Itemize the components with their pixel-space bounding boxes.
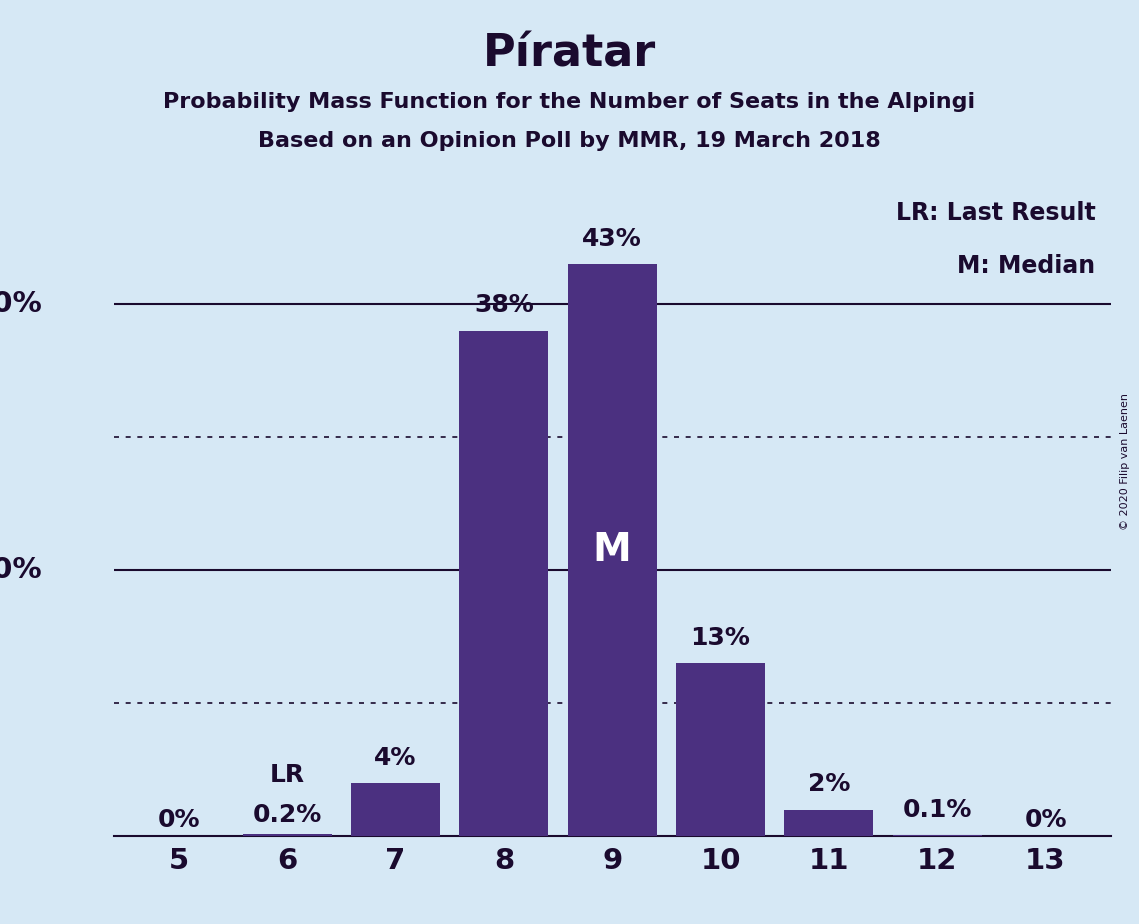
Text: 40%: 40%	[0, 290, 42, 318]
Bar	[459, 331, 548, 836]
Text: 0.2%: 0.2%	[253, 803, 322, 827]
Bar	[677, 663, 765, 836]
Text: Based on an Opinion Poll by MMR, 19 March 2018: Based on an Opinion Poll by MMR, 19 Marc…	[259, 131, 880, 152]
Text: 13%: 13%	[690, 626, 751, 650]
Text: M: Median: M: Median	[958, 254, 1096, 278]
Bar	[568, 264, 656, 836]
Text: 0%: 0%	[157, 808, 200, 833]
Text: © 2020 Filip van Laenen: © 2020 Filip van Laenen	[1120, 394, 1130, 530]
Text: 43%: 43%	[582, 226, 642, 250]
Text: M: M	[592, 531, 632, 569]
Text: 4%: 4%	[375, 746, 417, 770]
Bar	[351, 783, 440, 836]
Text: 0%: 0%	[1024, 808, 1067, 833]
Text: LR: Last Result: LR: Last Result	[896, 201, 1096, 225]
Text: 0.1%: 0.1%	[902, 797, 972, 821]
Bar	[785, 809, 874, 836]
Text: 20%: 20%	[0, 556, 42, 584]
Text: 38%: 38%	[474, 293, 534, 317]
Bar	[243, 833, 331, 836]
Text: 2%: 2%	[808, 772, 850, 796]
Text: Probability Mass Function for the Number of Seats in the Alpingi: Probability Mass Function for the Number…	[163, 92, 976, 113]
Text: Píratar: Píratar	[483, 32, 656, 76]
Bar	[893, 835, 982, 836]
Text: LR: LR	[270, 763, 305, 787]
